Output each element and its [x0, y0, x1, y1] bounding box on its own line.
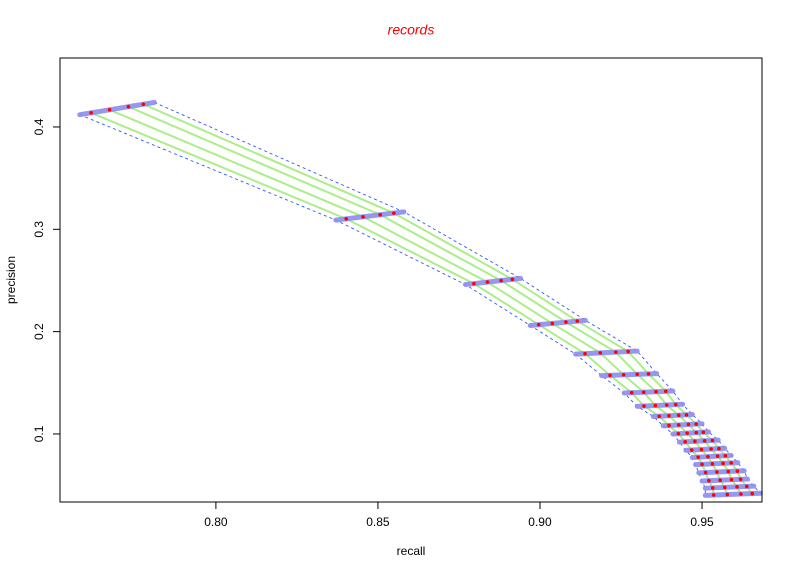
- run-point: [673, 402, 678, 407]
- run-point: [744, 484, 749, 489]
- run-point: [141, 102, 146, 107]
- run-point: [667, 413, 671, 418]
- run-point: [626, 349, 630, 354]
- run-point: [700, 462, 704, 467]
- run-point: [598, 351, 603, 355]
- run-point: [621, 373, 626, 377]
- run-point: [608, 373, 612, 378]
- run-point: [564, 320, 568, 324]
- run-point: [729, 477, 734, 482]
- run-point: [663, 389, 668, 394]
- run-point: [706, 454, 710, 459]
- run-point: [722, 485, 727, 490]
- x-tick-label: 0.80: [204, 515, 228, 529]
- run-point: [664, 403, 669, 407]
- run-point: [702, 439, 707, 443]
- run-point: [392, 211, 396, 215]
- run-point: [694, 422, 699, 426]
- run-point: [738, 477, 743, 482]
- run-point: [739, 492, 743, 496]
- run-point: [654, 389, 658, 394]
- x-tick-label: 0.85: [366, 515, 390, 529]
- run-point: [750, 491, 755, 496]
- run-point: [703, 470, 708, 475]
- run-point: [711, 493, 716, 497]
- run-point: [657, 414, 662, 419]
- run-point: [676, 431, 681, 436]
- run-point: [575, 319, 580, 323]
- run-point: [694, 430, 699, 435]
- y-tick-label: 0.1: [32, 425, 46, 442]
- run-point: [629, 390, 634, 395]
- run-point: [689, 448, 694, 452]
- run-point: [646, 372, 651, 376]
- run-point: [725, 492, 730, 497]
- run-point: [707, 478, 711, 483]
- run-point: [683, 440, 687, 444]
- run-point: [715, 470, 719, 474]
- run-point: [642, 404, 646, 408]
- chart-title: records: [388, 22, 435, 38]
- run-point: [583, 351, 587, 356]
- run-line: [109, 108, 729, 495]
- x-tick-label: 0.90: [528, 515, 552, 529]
- run-point: [723, 453, 728, 458]
- run-point: [676, 423, 681, 427]
- run-point: [485, 280, 490, 284]
- run-point: [701, 430, 706, 435]
- run-point: [89, 111, 93, 115]
- run-point: [361, 215, 365, 219]
- y-tick-label: 0.3: [32, 221, 46, 238]
- x-tick-label: 0.95: [690, 515, 714, 529]
- run-point: [667, 423, 671, 428]
- run-point: [699, 447, 704, 452]
- y-axis-label: precision: [4, 256, 18, 304]
- run-point: [676, 413, 681, 418]
- run-point: [715, 454, 720, 458]
- run-point: [710, 438, 715, 443]
- run-point: [653, 403, 658, 408]
- run-point: [641, 390, 646, 395]
- run-point: [735, 485, 739, 489]
- run-point: [718, 478, 722, 483]
- run-point: [378, 212, 383, 217]
- run-line: [90, 111, 715, 496]
- run-point: [717, 446, 721, 451]
- run-point: [709, 447, 713, 451]
- run-point: [510, 277, 515, 282]
- run-point: [721, 461, 725, 466]
- run-point: [614, 350, 618, 354]
- run-point: [344, 217, 348, 221]
- run-point: [635, 372, 640, 377]
- run-point: [685, 431, 689, 435]
- run-point: [693, 439, 697, 444]
- plot-frame: [59, 57, 763, 503]
- run-point: [729, 461, 734, 465]
- run-point: [710, 462, 715, 466]
- run-point: [499, 278, 503, 283]
- run-point: [472, 281, 476, 286]
- x-axis-label: recall: [397, 544, 426, 558]
- run-point: [536, 322, 541, 327]
- upper-envelope: [154, 101, 761, 494]
- run-point: [735, 469, 740, 473]
- run-point: [126, 104, 131, 109]
- y-tick-label: 0.2: [32, 323, 46, 340]
- run-point: [686, 422, 691, 427]
- run-line: [127, 105, 742, 495]
- run-point: [684, 413, 689, 417]
- run-point: [710, 486, 715, 490]
- run-point: [550, 321, 555, 326]
- run-point: [107, 107, 112, 112]
- run-point: [726, 469, 731, 474]
- y-tick-label: 0.4: [32, 118, 46, 135]
- run-point: [696, 455, 700, 459]
- lower-envelope: [79, 114, 706, 496]
